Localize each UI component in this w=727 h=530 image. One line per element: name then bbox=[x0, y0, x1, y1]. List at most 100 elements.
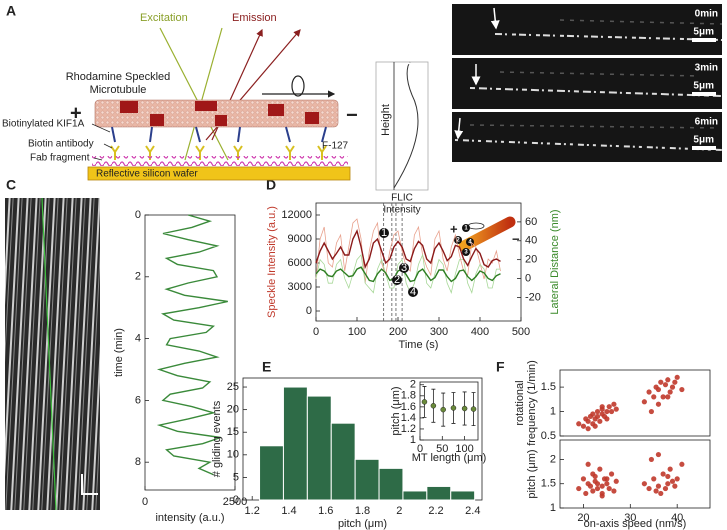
decoration bbox=[375, 61, 429, 191]
panel-label: C bbox=[6, 177, 16, 193]
tick-label: 1.8 bbox=[355, 505, 370, 517]
point bbox=[660, 394, 666, 400]
tick-label: 6 bbox=[135, 394, 141, 406]
point bbox=[658, 379, 664, 385]
tick-label: 40 bbox=[671, 512, 683, 524]
decoration bbox=[462, 248, 470, 256]
tick-label: 2.2 bbox=[428, 505, 443, 517]
tick-label: 1.2 bbox=[401, 423, 416, 435]
tick-label: -20 bbox=[525, 291, 541, 303]
panel-label: F bbox=[496, 359, 505, 375]
point bbox=[674, 374, 680, 380]
point bbox=[665, 481, 671, 487]
kymograph bbox=[5, 197, 100, 511]
tick-label: 1 bbox=[550, 405, 556, 417]
tick-label: 2 bbox=[410, 379, 416, 391]
inset-number: 4 bbox=[468, 240, 472, 246]
y-axis-label: pitch (μm) bbox=[526, 449, 538, 498]
point bbox=[648, 456, 655, 463]
axes-frame bbox=[559, 369, 711, 437]
point bbox=[648, 408, 655, 415]
decoration bbox=[195, 126, 201, 143]
point bbox=[594, 408, 601, 415]
tick-label: 1 bbox=[550, 502, 556, 514]
point bbox=[646, 485, 652, 492]
tick-label: 12000 bbox=[281, 209, 312, 221]
decoration bbox=[469, 19, 723, 129]
point bbox=[580, 476, 587, 482]
point bbox=[576, 421, 582, 427]
point bbox=[440, 406, 446, 413]
point bbox=[651, 394, 657, 400]
point bbox=[450, 405, 457, 411]
point bbox=[608, 408, 615, 415]
axes-frame bbox=[419, 381, 479, 441]
tick-label: 20 bbox=[525, 254, 537, 266]
excitation-label: Excitation bbox=[140, 12, 188, 24]
point bbox=[672, 483, 678, 489]
tick-label: 0 bbox=[417, 443, 423, 455]
point bbox=[611, 401, 617, 407]
tick-label: 15 bbox=[227, 426, 239, 438]
emission-label: Emission bbox=[232, 12, 277, 24]
decoration bbox=[452, 112, 722, 162]
data-line bbox=[315, 229, 501, 270]
data-line bbox=[315, 253, 501, 295]
tick-label: 200 bbox=[389, 326, 407, 338]
point bbox=[641, 481, 647, 487]
point bbox=[653, 488, 659, 494]
point bbox=[604, 481, 610, 487]
tick-label: 0 bbox=[233, 494, 239, 506]
tick-label: 2500 bbox=[223, 496, 247, 508]
x-axis-label: Time (s) bbox=[399, 339, 439, 351]
point bbox=[604, 476, 610, 482]
bar bbox=[330, 422, 356, 501]
point bbox=[604, 408, 610, 415]
annotation-marker bbox=[408, 287, 418, 297]
f127-label: F-127 bbox=[322, 141, 349, 152]
tick-label: 100 bbox=[455, 443, 473, 455]
tick-label: 0.5 bbox=[541, 430, 556, 442]
annotation-marker bbox=[399, 263, 409, 273]
height-label: Height bbox=[380, 104, 392, 136]
x-axis-label: MT length (μm) bbox=[412, 452, 487, 464]
y-axis-label: rotational bbox=[514, 380, 526, 425]
minus-end: − bbox=[512, 231, 520, 246]
point bbox=[655, 451, 662, 458]
decoration bbox=[103, 143, 113, 149]
tick-label: 20 bbox=[577, 512, 589, 524]
scale-label: 5μm bbox=[693, 135, 714, 146]
point bbox=[655, 483, 662, 489]
tick-label: 300 bbox=[430, 326, 448, 338]
tick-label: 20 bbox=[227, 404, 239, 416]
time-label: 6min bbox=[695, 117, 718, 128]
point bbox=[669, 384, 676, 390]
decoration bbox=[452, 4, 722, 55]
axes-frame bbox=[559, 439, 711, 509]
point bbox=[679, 386, 685, 393]
bar bbox=[354, 458, 380, 501]
data-line bbox=[315, 266, 501, 283]
plus-end: + bbox=[450, 221, 458, 236]
point bbox=[613, 478, 619, 484]
point bbox=[655, 386, 662, 393]
decoration bbox=[467, 222, 485, 230]
tick-label: 1.4 bbox=[401, 412, 416, 424]
tick-label: 3000 bbox=[288, 281, 312, 293]
y-axis-label: intensity (a.u.) bbox=[155, 512, 224, 524]
decoration bbox=[462, 224, 470, 232]
point bbox=[665, 377, 671, 383]
tick-label: 1.4 bbox=[281, 505, 296, 517]
point bbox=[658, 490, 664, 497]
y2-axis-label: Lateral Distance (nm) bbox=[549, 209, 561, 314]
point bbox=[470, 406, 477, 412]
bar bbox=[450, 490, 476, 501]
point bbox=[611, 488, 617, 494]
point bbox=[590, 411, 596, 417]
point bbox=[674, 476, 680, 482]
x-axis-label: pitch (μm) bbox=[338, 518, 387, 530]
tick-label: 40 bbox=[525, 235, 537, 247]
tick-label: 100 bbox=[348, 326, 366, 338]
point bbox=[655, 401, 662, 407]
